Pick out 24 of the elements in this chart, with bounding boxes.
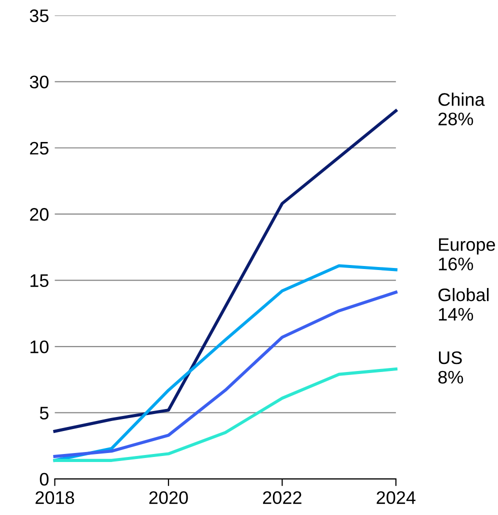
y-tick-label: 30 xyxy=(30,76,49,88)
y-tick-label: 10 xyxy=(30,340,49,354)
text: Global xyxy=(438,288,489,302)
text: 28% xyxy=(438,112,474,126)
x-tick-label: 2018 xyxy=(36,491,74,504)
line-series xyxy=(53,368,398,462)
y-tick-label: 20 xyxy=(30,208,49,221)
text: China xyxy=(438,92,485,106)
text: 8% xyxy=(438,370,464,384)
line-series xyxy=(53,290,398,458)
text: Europe xyxy=(439,238,495,254)
x-tick-label: 2020 xyxy=(149,491,188,504)
text: 16% xyxy=(438,258,474,270)
y-tick-label: 15 xyxy=(30,274,48,288)
x-tick-label: 2024 xyxy=(376,491,416,504)
text: US xyxy=(438,351,462,364)
y-tick-label: 35 xyxy=(30,9,48,22)
text: 14% xyxy=(438,308,474,321)
x-tick-label: 2022 xyxy=(263,491,302,504)
line-series xyxy=(53,109,398,433)
y-tick-label: 5 xyxy=(40,406,48,420)
y-tick-label: 0 xyxy=(40,472,49,486)
y-tick-label: 25 xyxy=(30,142,48,155)
line-series xyxy=(53,264,398,462)
